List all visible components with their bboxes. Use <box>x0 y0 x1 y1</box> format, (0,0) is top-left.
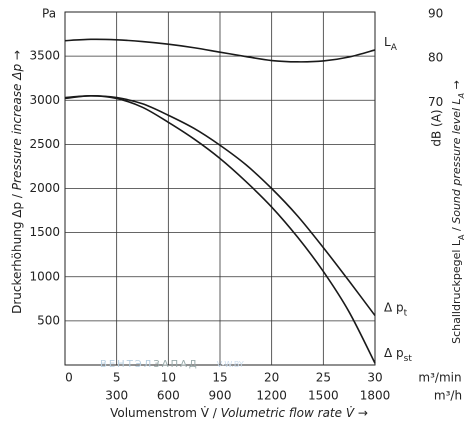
y-tick-label: 3500 <box>29 49 60 63</box>
x-axis-title-part: Volumenstrom V̇ / <box>110 405 221 419</box>
x2-tick-label: 900 <box>209 389 232 403</box>
curve-label-name: L <box>384 34 391 48</box>
y-axis-title: Druckerhöhung Δp / Pressure increase Δp … <box>10 50 24 314</box>
x-axis-title: Volumenstrom V̇ / Volumetric flow rate V… <box>110 405 368 419</box>
curve-label-name: Δ p <box>384 346 404 360</box>
x-unit: m³/min <box>418 371 461 385</box>
x2-tick-label: 600 <box>157 389 180 403</box>
x2-tick-label: 1200 <box>256 389 287 403</box>
watermark-part: ЗАПАД <box>153 359 198 370</box>
curve-label-sub: st <box>404 354 413 364</box>
y-tick-label: 1500 <box>29 225 60 239</box>
watermark-part: ВЕНТЭЛ <box>100 359 153 370</box>
curve-label: LA <box>384 34 398 52</box>
y2-axis-title-part: A <box>457 234 466 240</box>
y2-axis-title-part: Schalldruckpegel L <box>450 239 463 344</box>
x-axis-title-part: Volumetric flow rate V̇ → <box>221 405 368 419</box>
curve-label-name: Δ p <box>384 300 404 314</box>
x-tick-label: 20 <box>264 371 279 385</box>
x2-tick-label: 1500 <box>308 389 339 403</box>
y-axis-title-part: Pressure increase Δp → <box>10 50 24 190</box>
curve-label: Δ pst <box>384 346 412 364</box>
y-tick-label: 500 <box>37 313 60 327</box>
x-tick-label: 15 <box>212 371 227 385</box>
y2-tick-label: 70 <box>428 95 443 109</box>
y2-axis-title-part: A <box>457 93 466 99</box>
watermark: ВЕНТЭЛЗАПАД V-W.BY <box>100 359 244 370</box>
x2-unit: m³/h <box>434 389 462 403</box>
curve <box>64 38 376 63</box>
y-tick-label: 1000 <box>29 269 60 283</box>
x-tick-label: 25 <box>316 371 331 385</box>
y2-tick-label: 90 <box>428 7 443 21</box>
y-axis-title-part: Druckerhöhung Δp / <box>10 190 24 314</box>
watermark-part: V-W.BY <box>217 360 244 369</box>
x-tick-label: 10 <box>161 371 176 385</box>
y2-unit: dB (A) <box>430 109 444 146</box>
curve <box>64 95 376 317</box>
y2-axis-title-part: Sound pressure level L <box>450 98 463 223</box>
x-tick-label: 30 <box>367 371 382 385</box>
y-tick-label: 3000 <box>29 93 60 107</box>
curve-label-sub: t <box>404 308 408 318</box>
curve-label: Δ pt <box>384 300 408 318</box>
y-tick-label: 2000 <box>29 181 60 195</box>
x-tick-label: 5 <box>113 371 121 385</box>
y-unit: Pa <box>42 7 56 21</box>
y-tick-label: 2500 <box>29 137 60 151</box>
x2-tick-label: 1800 <box>360 389 391 403</box>
y2-axis-title-part: / <box>450 224 463 235</box>
curve-label-sub: A <box>391 42 398 52</box>
x2-tick-label: 300 <box>105 389 128 403</box>
curve <box>64 95 376 364</box>
y2-axis-title: Schalldruckpegel LA / Sound pressure lev… <box>450 80 466 344</box>
x-tick-label: 0 <box>65 371 73 385</box>
y2-axis-title-part: → <box>450 80 463 93</box>
y2-tick-label: 80 <box>428 51 443 65</box>
